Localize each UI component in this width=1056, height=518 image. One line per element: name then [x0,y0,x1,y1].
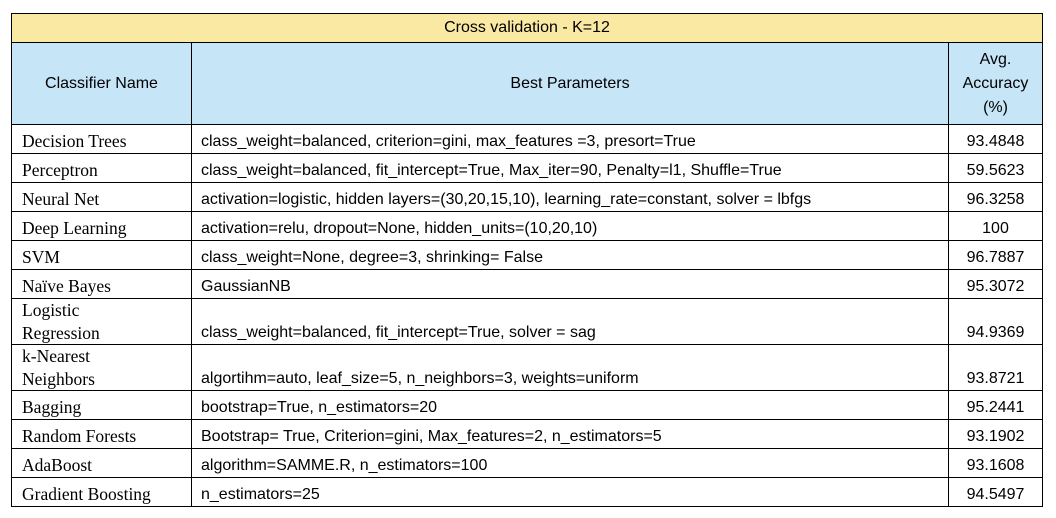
best-parameters: bootstrap=True, n_estimators=20 [191,390,949,420]
header-accuracy-line: Avg. [979,50,1012,68]
avg-accuracy: 93.4848 [947,124,1044,154]
table-row: SVM class_weight=None, degree=3, shrinki… [11,240,1044,270]
classifier-name-line: k-Nearest [22,346,91,366]
best-parameters: Bootstrap= True, Criterion=gini, Max_fea… [191,419,949,449]
classifier-name-line: Regression [22,322,100,343]
table-row: Perceptron class_weight=balanced, fit_in… [11,153,1044,183]
avg-accuracy: 93.8721 [947,344,1044,391]
best-parameters: class_weight=None, degree=3, shrinking= … [191,240,949,270]
classifier-name: Gradient Boosting [11,477,192,507]
header-best-parameters: Best Parameters [191,42,949,125]
avg-accuracy: 59.5623 [947,153,1044,183]
header-accuracy-line: Accuracy [962,74,1029,92]
cross-validation-table: Cross validation - K=12 Classifier Name … [10,13,1044,507]
header-avg-accuracy: Avg. Accuracy (%) [947,42,1044,125]
table-row: Random Forests Bootstrap= True, Criterio… [11,419,1044,449]
classifier-name: Bagging [11,390,192,420]
table-row: Logistic Regression class_weight=balance… [11,298,1044,345]
avg-accuracy: 94.5497 [947,477,1044,507]
avg-accuracy: 95.2441 [947,390,1044,420]
table-row: Gradient Boosting n_estimators=25 94.549… [11,477,1044,507]
avg-accuracy: 100 [947,211,1044,241]
best-parameters: GaussianNB [191,269,949,299]
header-classifier-name: Classifier Name [11,42,192,125]
table-row: AdaBoost algorithm=SAMME.R, n_estimators… [11,448,1044,478]
classifier-name: Random Forests [11,419,192,449]
classifier-name-line: Logistic [22,300,80,320]
classifier-name: Deep Learning [11,211,192,241]
classifier-name: Decision Trees [11,124,192,154]
table-row: Deep Learning activation=relu, dropout=N… [11,211,1044,241]
best-parameters: class_weight=balanced, fit_intercept=Tru… [191,298,949,345]
best-parameters: algortihm=auto, leaf_size=5, n_neighbors… [191,344,949,391]
avg-accuracy: 93.1608 [947,448,1044,478]
classifier-name: SVM [11,240,192,270]
table-row: Decision Trees class_weight=balanced, cr… [11,124,1044,154]
best-parameters: algorithm=SAMME.R, n_estimators=100 [191,448,949,478]
table-row: Bagging bootstrap=True, n_estimators=20 … [11,390,1044,420]
classifier-name: Perceptron [11,153,192,183]
best-parameters: n_estimators=25 [191,477,949,507]
avg-accuracy: 96.7887 [947,240,1044,270]
avg-accuracy: 94.9369 [947,298,1044,345]
avg-accuracy: 96.3258 [947,182,1044,212]
header-accuracy-line: (%) [983,98,1008,116]
best-parameters: activation=relu, dropout=None, hidden_un… [191,211,949,241]
table-row: Naïve Bayes GaussianNB 95.3072 [11,269,1044,299]
best-parameters: activation=logistic, hidden layers=(30,2… [191,182,949,212]
classifier-name: k-Nearest Neighbors [11,344,192,391]
avg-accuracy: 93.1902 [947,419,1044,449]
classifier-name: Neural Net [11,182,192,212]
table-row: Neural Net activation=logistic, hidden l… [11,182,1044,212]
classifier-name: AdaBoost [11,448,192,478]
table-row: k-Nearest Neighbors algortihm=auto, leaf… [11,344,1044,391]
table-title: Cross validation - K=12 [10,13,1044,43]
classifier-name: Naïve Bayes [11,269,192,299]
best-parameters: class_weight=balanced, fit_intercept=Tru… [191,153,949,183]
best-parameters: class_weight=balanced, criterion=gini, m… [191,124,949,154]
classifier-name-line: Neighbors [22,368,95,389]
avg-accuracy: 95.3072 [947,269,1044,299]
classifier-name: Logistic Regression [11,298,192,345]
